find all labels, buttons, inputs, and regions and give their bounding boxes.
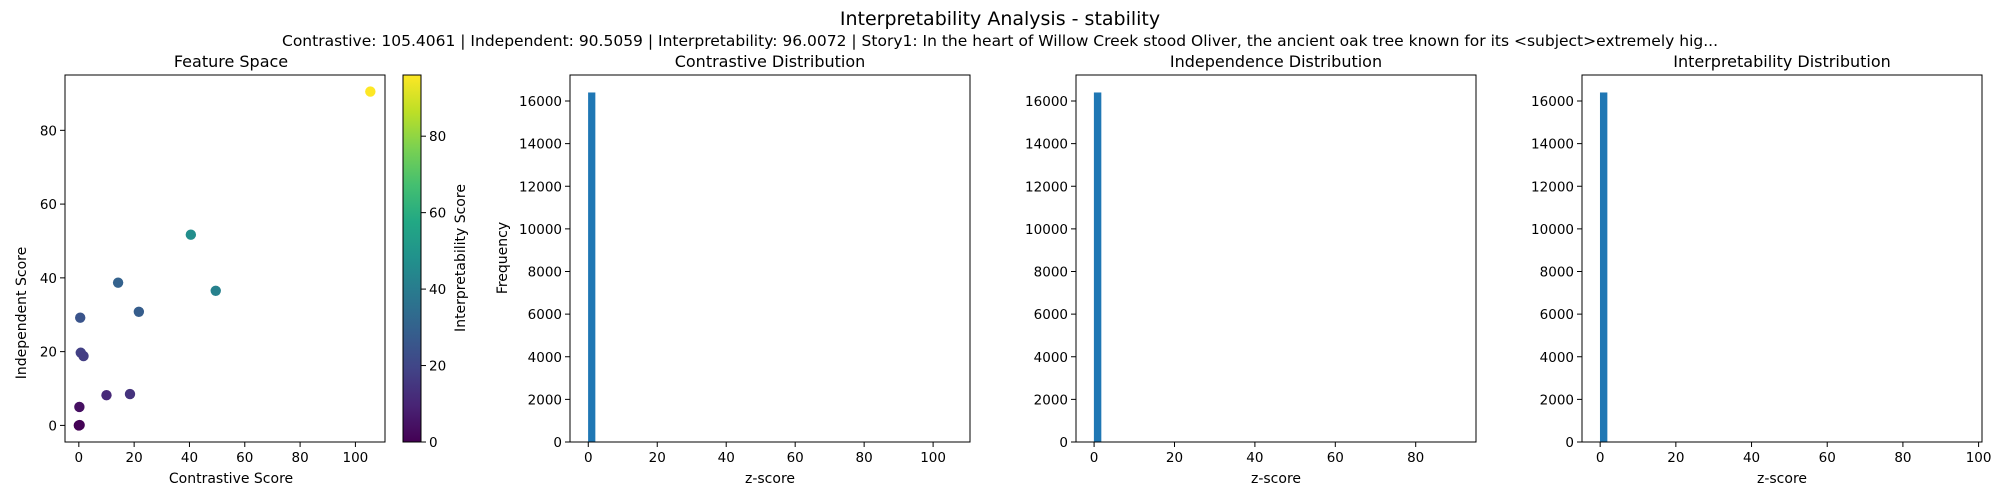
colorbar-tick-label: 0 [429, 435, 438, 451]
independence-histogram-bar [1093, 92, 1102, 442]
interpretability-histogram-bar [1599, 92, 1608, 442]
scatter-point [133, 306, 145, 317]
contrastive-xtick-label: 0 [584, 450, 593, 466]
scatter-ytick-label: 40 [40, 271, 57, 287]
contrastive-histogram-bar [588, 92, 596, 442]
scatter-point [124, 388, 136, 400]
interpretability-ytick-label: 10000 [1531, 222, 1574, 238]
contrastive-title: Contrastive Distribution [675, 52, 866, 71]
scatter-point [74, 401, 85, 413]
independence-ytick-label: 6000 [1034, 307, 1068, 323]
colorbar-tick-label: 20 [429, 359, 446, 375]
colorbar-tick-label: 80 [429, 129, 446, 145]
scatter-point [365, 86, 376, 97]
colorbar-tick-label: 60 [429, 206, 446, 222]
independence-ytick-label: 16000 [1025, 94, 1068, 110]
interpretability-xtick-label: 20 [1667, 450, 1684, 466]
contrastive-ytick-label: 16000 [519, 94, 562, 110]
contrastive-ytick-label: 0 [553, 435, 562, 451]
interpretability-xtick-label: 0 [1596, 450, 1605, 466]
scatter-point [210, 285, 221, 296]
independence-title: Independence Distribution [1170, 52, 1382, 71]
interpretability-ytick-label: 6000 [1540, 307, 1574, 323]
independence-ytick-label: 14000 [1025, 137, 1068, 153]
independence-xtick-label: 40 [1246, 450, 1263, 466]
independence-ytick-label: 0 [1059, 435, 1068, 451]
interpretability-ytick-label: 0 [1565, 435, 1574, 451]
interpretability-panel: Interpretability Distribution z-score 0 2… [1531, 52, 1991, 487]
contrastive-ytick-label: 8000 [528, 265, 562, 281]
interpretability-xtick-label: 60 [1819, 450, 1836, 466]
scatter-xtick-label: 20 [126, 450, 143, 466]
scatter-ytick-label: 80 [40, 123, 57, 139]
contrastive-ytick-label: 14000 [519, 137, 562, 153]
independence-xtick-label: 80 [1407, 450, 1424, 466]
interpretability-ytick-label: 14000 [1531, 137, 1574, 153]
scatter-point [78, 350, 89, 362]
scatter-xtick-label: 40 [181, 450, 198, 466]
contrastive-ytick-label: 10000 [519, 222, 562, 238]
colorbar: Interpretability Score 0 20 40 60 80 [402, 74, 469, 451]
scatter-point [75, 312, 86, 323]
colorbar-label: Interpretability Score [453, 184, 469, 332]
interpretability-xtick-label: 100 [1966, 450, 1992, 466]
contrastive-xlabel: z-score [745, 471, 795, 487]
scatter-plot-frame [64, 74, 386, 443]
contrastive-ytick-label: 12000 [519, 179, 562, 195]
contrastive-xtick-label: 20 [649, 450, 666, 466]
scatter-ytick-label: 0 [48, 418, 57, 434]
independence-ytick-label: 4000 [1034, 350, 1068, 366]
scatter-ytick-label: 60 [40, 197, 57, 213]
scatter-title: Feature Space [174, 52, 288, 71]
scatter-xlabel: Contrastive Score [169, 471, 293, 487]
scatter-xtick-label: 60 [236, 450, 253, 466]
figure-title: Interpretability Analysis - stability [840, 8, 1160, 30]
scatter-point [112, 277, 124, 288]
contrastive-panel: Contrastive Distribution z-score Frequen… [495, 52, 971, 487]
interpretability-xtick-label: 80 [1894, 450, 1911, 466]
figure-subtitle: Contrastive: 105.4061 | Independent: 90.… [282, 32, 1718, 50]
contrastive-plot-frame [569, 74, 971, 443]
scatter-panel: Feature Space Contrastive Score Independ… [14, 52, 386, 487]
independence-ytick-label: 12000 [1025, 179, 1068, 195]
interpretability-ytick-label: 12000 [1531, 179, 1574, 195]
scatter-xtick-label: 100 [343, 450, 369, 466]
scatter-ylabel: Independent Score [14, 247, 30, 379]
scatter-point [74, 419, 85, 431]
independence-xtick-label: 20 [1166, 450, 1183, 466]
interpretability-ytick-label: 4000 [1540, 350, 1574, 366]
colorbar-gradient [402, 74, 422, 443]
scatter-point [101, 389, 112, 401]
interpretability-xtick-label: 40 [1743, 450, 1760, 466]
scatter-point [185, 229, 197, 240]
contrastive-xtick-label: 80 [856, 450, 873, 466]
scatter-xtick-label: 80 [291, 450, 308, 466]
independence-xtick-label: 60 [1327, 450, 1344, 466]
independence-ytick-label: 10000 [1025, 222, 1068, 238]
interpretability-ytick-label: 2000 [1540, 392, 1574, 408]
contrastive-ytick-label: 4000 [528, 350, 562, 366]
contrastive-xtick-label: 40 [718, 450, 735, 466]
independence-ytick-label: 2000 [1034, 392, 1068, 408]
contrastive-ytick-label: 2000 [528, 392, 562, 408]
contrastive-xtick-label: 60 [787, 450, 804, 466]
scatter-ytick-label: 20 [40, 345, 57, 361]
independence-ytick-label: 8000 [1034, 265, 1068, 281]
contrastive-ytick-label: 6000 [528, 307, 562, 323]
interpretability-title: Interpretability Distribution [1673, 52, 1891, 71]
interpretability-xlabel: z-score [1757, 471, 1807, 487]
interpretability-ytick-label: 16000 [1531, 94, 1574, 110]
independence-xlabel: z-score [1251, 471, 1301, 487]
contrastive-xtick-label: 100 [920, 450, 946, 466]
interpretability-ytick-label: 8000 [1540, 265, 1574, 281]
independence-panel: Independence Distribution z-score 0 20 40 6… [1025, 52, 1477, 487]
contrastive-ylabel: Frequency [495, 222, 511, 294]
independence-xtick-label: 0 [1090, 450, 1099, 466]
colorbar-tick-label: 40 [429, 282, 446, 298]
scatter-xtick-label: 0 [75, 450, 84, 466]
independence-plot-frame [1075, 74, 1477, 443]
interpretability-plot-frame [1581, 74, 1983, 443]
